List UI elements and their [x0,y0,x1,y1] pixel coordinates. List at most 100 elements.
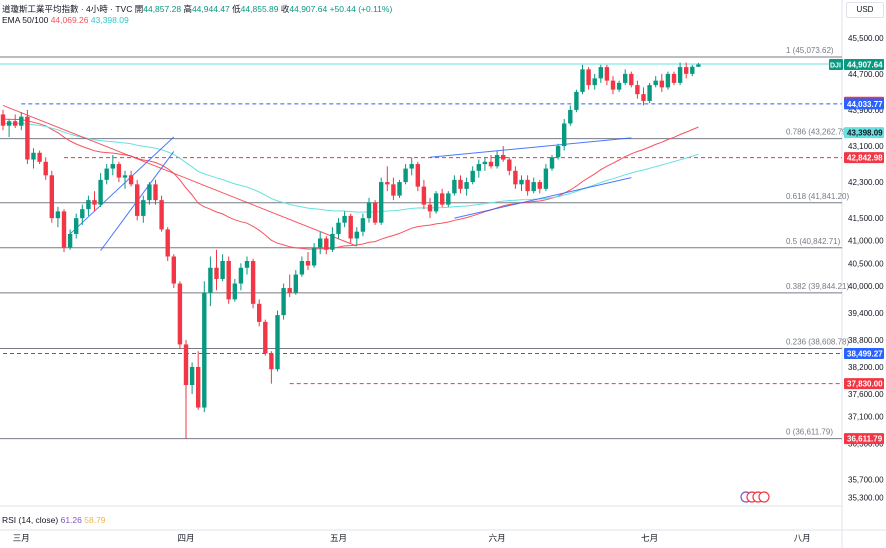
candle [659,73,664,92]
candle [147,182,152,205]
candle-body [147,184,152,201]
candle [196,351,201,410]
candle [665,71,671,90]
candle [128,170,134,187]
candle-body [348,215,353,239]
trendline-layer [2,104,632,251]
candle-body [403,168,408,183]
candle [409,157,414,176]
candle-body [269,353,274,370]
candle-body [67,233,73,248]
candle [574,89,579,113]
candle [165,227,170,261]
price-tag-value: 44,033.77 [847,100,883,109]
low-value: 44,855.89 [240,4,279,14]
candle [311,242,317,268]
candle [74,213,79,239]
ema-legend[interactable]: EMA 50/100 44,069.26 43,398.09 [2,15,129,25]
candle-body [604,67,610,81]
candle-body [574,91,579,110]
trendline [2,104,357,247]
price-tag-bg [844,347,884,359]
candle-body [275,315,280,370]
candle [525,175,530,196]
symbol-tag-bg [829,58,843,70]
candle [305,251,311,271]
candle [110,155,115,176]
candle [318,231,323,255]
candle-body [665,73,671,88]
candle [513,166,518,189]
candle-body [171,256,176,284]
candle-body [507,159,512,171]
candle-body [80,209,85,219]
candle-body [623,73,628,83]
candle [379,177,384,225]
candle-body [177,283,183,345]
candle [31,148,36,169]
price-tick-label: 38,800.00 [848,336,884,345]
price-tick-label: 35,700.00 [848,476,884,485]
candle-body [592,78,597,86]
fib-label: 0.382 (39,844.21) [786,282,849,291]
candle [177,281,183,349]
candle-body [525,179,530,192]
price-tag-value: 37,830.00 [847,380,883,389]
candle-body [318,238,323,248]
candle [543,164,549,192]
price-tick-label: 41,000.00 [848,237,884,246]
candle [25,109,30,165]
candle-body [104,168,109,180]
month-label: 四月 [177,533,194,543]
candle-body [196,366,201,408]
candle [482,157,488,171]
candle-body [690,66,695,74]
candle [0,109,6,131]
currency-button[interactable]: USD [846,2,884,18]
candle-body [409,164,414,169]
candle [696,62,701,67]
candle-body [684,67,689,74]
candle-body [257,303,262,322]
candle-body [354,231,359,239]
candle [470,166,475,185]
candle-body [397,182,402,196]
candle-body [202,292,207,408]
candle-body [629,73,634,86]
candle-body [531,182,536,192]
candles-layer [0,62,701,439]
candle-body [616,82,622,90]
candle [372,200,378,225]
candle-body [494,155,500,167]
rsi-legend[interactable]: RSI (14, close) 61.26 58.79 [2,515,106,525]
candle [433,191,439,214]
candle-body [214,267,219,280]
candle-body [49,175,54,219]
candle-body [555,146,561,158]
fib-label: 0.786 (43,262.79) [786,128,849,137]
candle [208,256,213,307]
price-tick-label: 43,100.00 [848,142,884,151]
candle [171,254,176,289]
candle [616,80,622,92]
candle-body [263,321,268,354]
candle [49,170,54,223]
price-tick-label: 43,900.00 [848,106,884,115]
candle [116,161,122,183]
candle [446,191,451,207]
candle [623,69,628,86]
candle [183,339,189,439]
candle [684,62,689,79]
candle [427,197,433,219]
month-label: 六月 [489,533,506,543]
candle-body [293,274,298,293]
candle [421,179,427,210]
candle-body [311,247,317,266]
candle [592,73,597,90]
candle-body [25,116,30,160]
candle [80,204,85,225]
price-tick-label: 45,500.00 [848,34,884,43]
candle [415,161,420,192]
rsi-value-2: 58.79 [84,515,106,525]
